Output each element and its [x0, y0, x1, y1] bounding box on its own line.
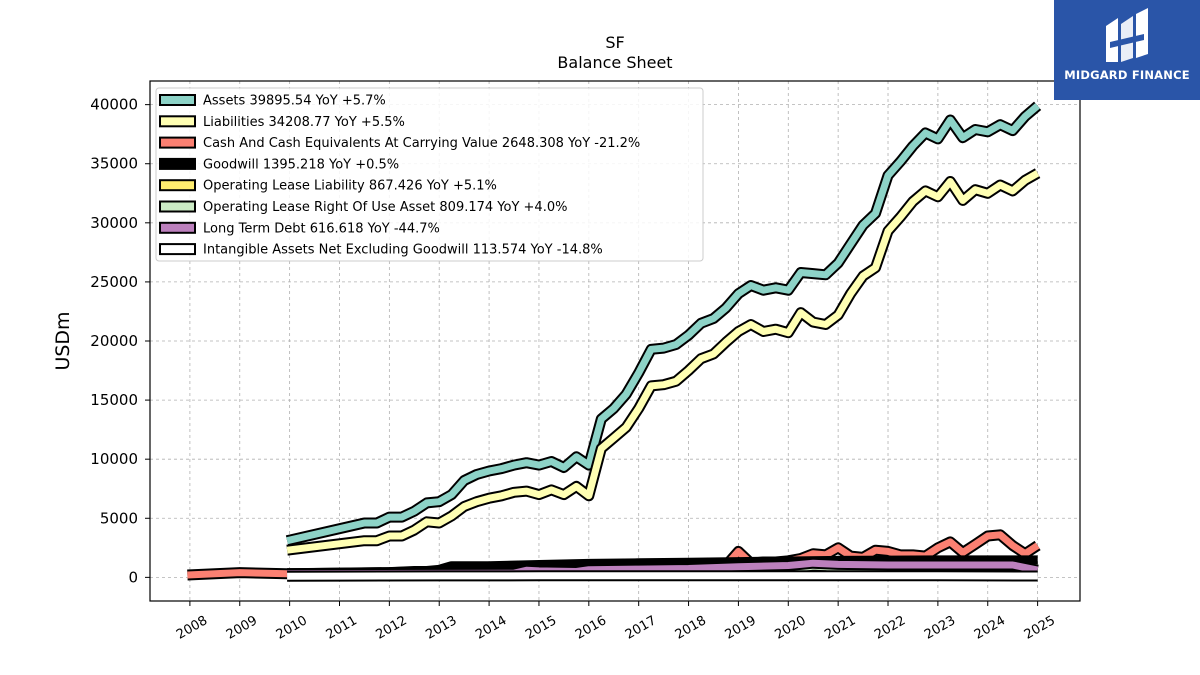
x-tick-label: 2011 — [324, 613, 360, 643]
series-line — [286, 103, 1040, 545]
x-tick-label: 2010 — [274, 613, 310, 643]
legend-label: Cash And Cash Equivalents At Carrying Va… — [203, 136, 640, 151]
chart-title: SF — [605, 33, 624, 52]
y-tick-label: 35000 — [90, 155, 138, 173]
x-tick-label: 2014 — [473, 613, 509, 643]
y-tick-label: 0 — [128, 568, 138, 586]
series-line — [286, 170, 1040, 554]
brand-name: MIDGARD FINANCE — [1064, 68, 1190, 82]
series-0 — [285, 101, 1042, 547]
x-tick-label: 2021 — [822, 613, 858, 643]
legend-swatch — [159, 243, 196, 256]
legend-label: Assets 39895.54 YoY +5.7% — [203, 94, 386, 109]
x-tick-label: 2012 — [374, 613, 410, 643]
x-tick-label: 2025 — [1022, 613, 1058, 643]
x-tick-label: 2013 — [423, 613, 459, 643]
x-axis: 2008 2009 2010 2011 2012 2013 2014 2015 2016 2017… — [174, 601, 1058, 643]
legend-label: Long Term Debt 616.618 YoY -44.7% — [203, 221, 440, 236]
series-1 — [286, 168, 1041, 556]
y-tick-label: 40000 — [90, 96, 138, 114]
brand-logo: MIDGARD FINANCE — [1054, 0, 1200, 100]
series-7 — [287, 570, 1038, 582]
x-tick-label: 2020 — [772, 613, 808, 643]
legend-swatch — [159, 136, 196, 149]
x-tick-label: 2024 — [972, 613, 1008, 643]
legend-swatch — [159, 179, 196, 192]
legend-swatch — [159, 115, 196, 128]
x-tick-label: 2017 — [623, 613, 659, 643]
legend-label: Operating Lease Right Of Use Asset 809.1… — [203, 200, 567, 215]
midgard-logo-icon — [1106, 8, 1148, 62]
y-tick-label: 25000 — [90, 273, 138, 291]
x-tick-label: 2015 — [523, 613, 559, 643]
x-tick-label: 2019 — [723, 613, 759, 643]
y-tick-label: 5000 — [100, 509, 138, 527]
x-tick-label: 2018 — [673, 613, 709, 643]
y-axis-label: USDm — [52, 311, 74, 370]
y-tick-label: 10000 — [90, 450, 138, 468]
legend-label: Operating Lease Liability 867.426 YoY +5… — [203, 179, 497, 194]
y-axis: 0 5000 10000 15000 20000 25000 30000 35000 40000 — [90, 96, 150, 586]
y-tick-label: 30000 — [90, 214, 138, 232]
legend-swatch — [159, 221, 196, 234]
series-layer — [187, 101, 1042, 582]
x-tick-label: 2009 — [224, 613, 260, 643]
series-line — [287, 572, 1038, 580]
legend-swatch — [159, 94, 196, 106]
x-tick-label: 2022 — [872, 613, 908, 643]
x-tick-label: 2016 — [573, 613, 609, 643]
legend-label: Intangible Assets Net Excluding Goodwill… — [203, 243, 603, 258]
legend: Assets 39895.54 YoY +5.7% Liabilities 342… — [155, 87, 704, 262]
x-tick-label: 2008 — [174, 613, 210, 643]
legend-box — [155, 87, 704, 262]
x-tick-label: 2023 — [922, 613, 958, 643]
legend-label: Goodwill 1395.218 YoY +0.5% — [203, 157, 399, 172]
chart-subtitle: Balance Sheet — [557, 53, 672, 72]
y-tick-label: 20000 — [90, 332, 138, 350]
legend-swatch — [159, 200, 196, 213]
legend-label: Liabilities 34208.77 YoY +5.5% — [203, 115, 405, 130]
legend-swatch — [159, 157, 196, 170]
y-tick-label: 15000 — [90, 391, 138, 409]
